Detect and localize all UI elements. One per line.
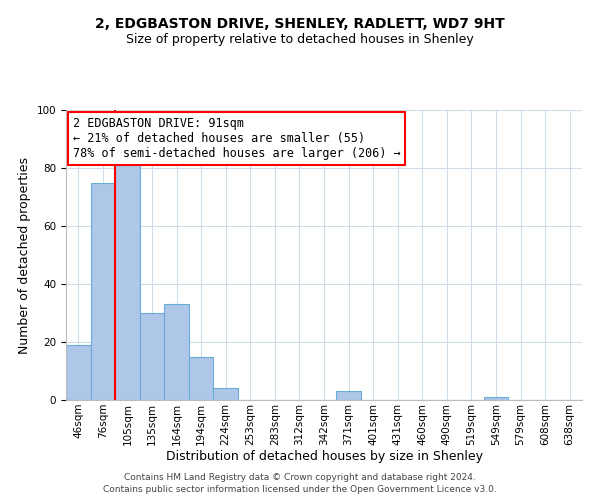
Bar: [66, 345, 91, 400]
Bar: [91, 182, 115, 400]
X-axis label: Distribution of detached houses by size in Shenley: Distribution of detached houses by size …: [166, 450, 482, 464]
Bar: [484, 397, 508, 400]
Bar: [140, 313, 164, 400]
Bar: [164, 304, 189, 400]
Bar: [189, 356, 214, 400]
Y-axis label: Number of detached properties: Number of detached properties: [18, 156, 31, 354]
Text: Contains public sector information licensed under the Open Government Licence v3: Contains public sector information licen…: [103, 484, 497, 494]
Bar: [214, 388, 238, 400]
Bar: [115, 156, 140, 400]
Text: Size of property relative to detached houses in Shenley: Size of property relative to detached ho…: [126, 32, 474, 46]
Text: 2 EDGBASTON DRIVE: 91sqm
← 21% of detached houses are smaller (55)
78% of semi-d: 2 EDGBASTON DRIVE: 91sqm ← 21% of detach…: [73, 117, 401, 160]
Text: Contains HM Land Registry data © Crown copyright and database right 2024.: Contains HM Land Registry data © Crown c…: [124, 473, 476, 482]
Text: 2, EDGBASTON DRIVE, SHENLEY, RADLETT, WD7 9HT: 2, EDGBASTON DRIVE, SHENLEY, RADLETT, WD…: [95, 18, 505, 32]
Bar: [336, 392, 361, 400]
